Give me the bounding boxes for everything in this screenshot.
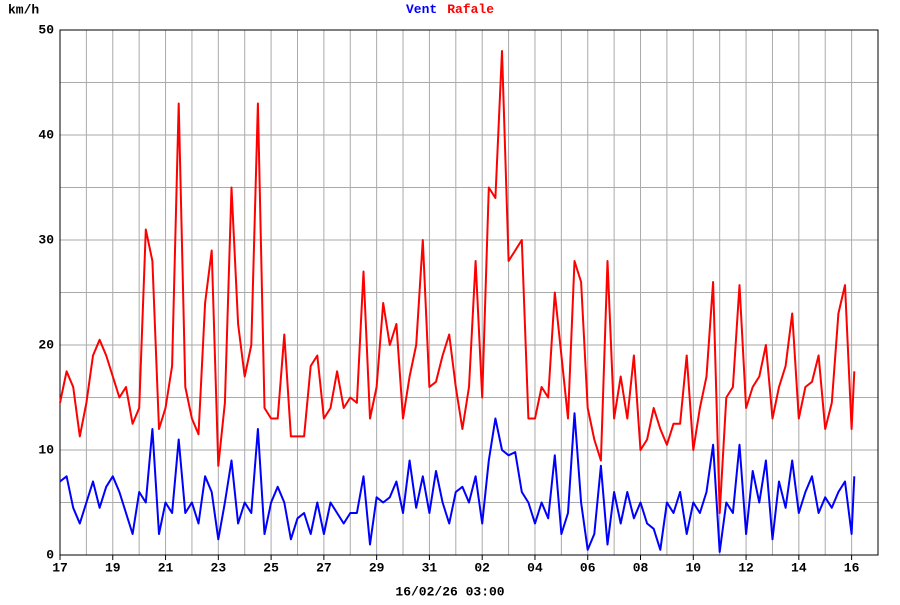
x-tick-label: 27: [316, 560, 332, 575]
x-tick-label: 17: [52, 560, 68, 575]
x-tick-label: 02: [474, 560, 490, 575]
x-tick-label: 08: [633, 560, 649, 575]
x-tick-label: 19: [105, 560, 121, 575]
x-tick-label: 23: [211, 560, 227, 575]
x-tick-label: 21: [158, 560, 174, 575]
x-tick-label: 14: [791, 560, 807, 575]
y-tick-label: 20: [38, 337, 54, 352]
y-tick-label: 30: [38, 232, 54, 247]
x-axis-label: 16/02/26 03:00: [395, 584, 504, 599]
series-line: [59, 50, 856, 514]
y-tick-label: 40: [38, 127, 54, 142]
x-tick-label: 04: [527, 560, 543, 575]
x-tick-label: 12: [738, 560, 754, 575]
x-tick-label: 25: [263, 560, 279, 575]
legend-entry: Vent: [406, 2, 437, 17]
series-line: [59, 412, 856, 553]
y-axis-label: km/h: [8, 2, 39, 17]
y-tick-label: 10: [38, 442, 54, 457]
plot-border: [59, 29, 879, 556]
x-tick-label: 29: [369, 560, 385, 575]
x-tick-label: 10: [685, 560, 701, 575]
legend-entry: Rafale: [447, 2, 494, 17]
legend: Vent Rafale: [406, 2, 494, 17]
x-tick-label: 31: [422, 560, 438, 575]
y-tick-label: 0: [46, 547, 54, 562]
x-tick-label: 16: [844, 560, 860, 575]
y-tick-label: 50: [38, 22, 54, 37]
x-tick-label: 06: [580, 560, 596, 575]
